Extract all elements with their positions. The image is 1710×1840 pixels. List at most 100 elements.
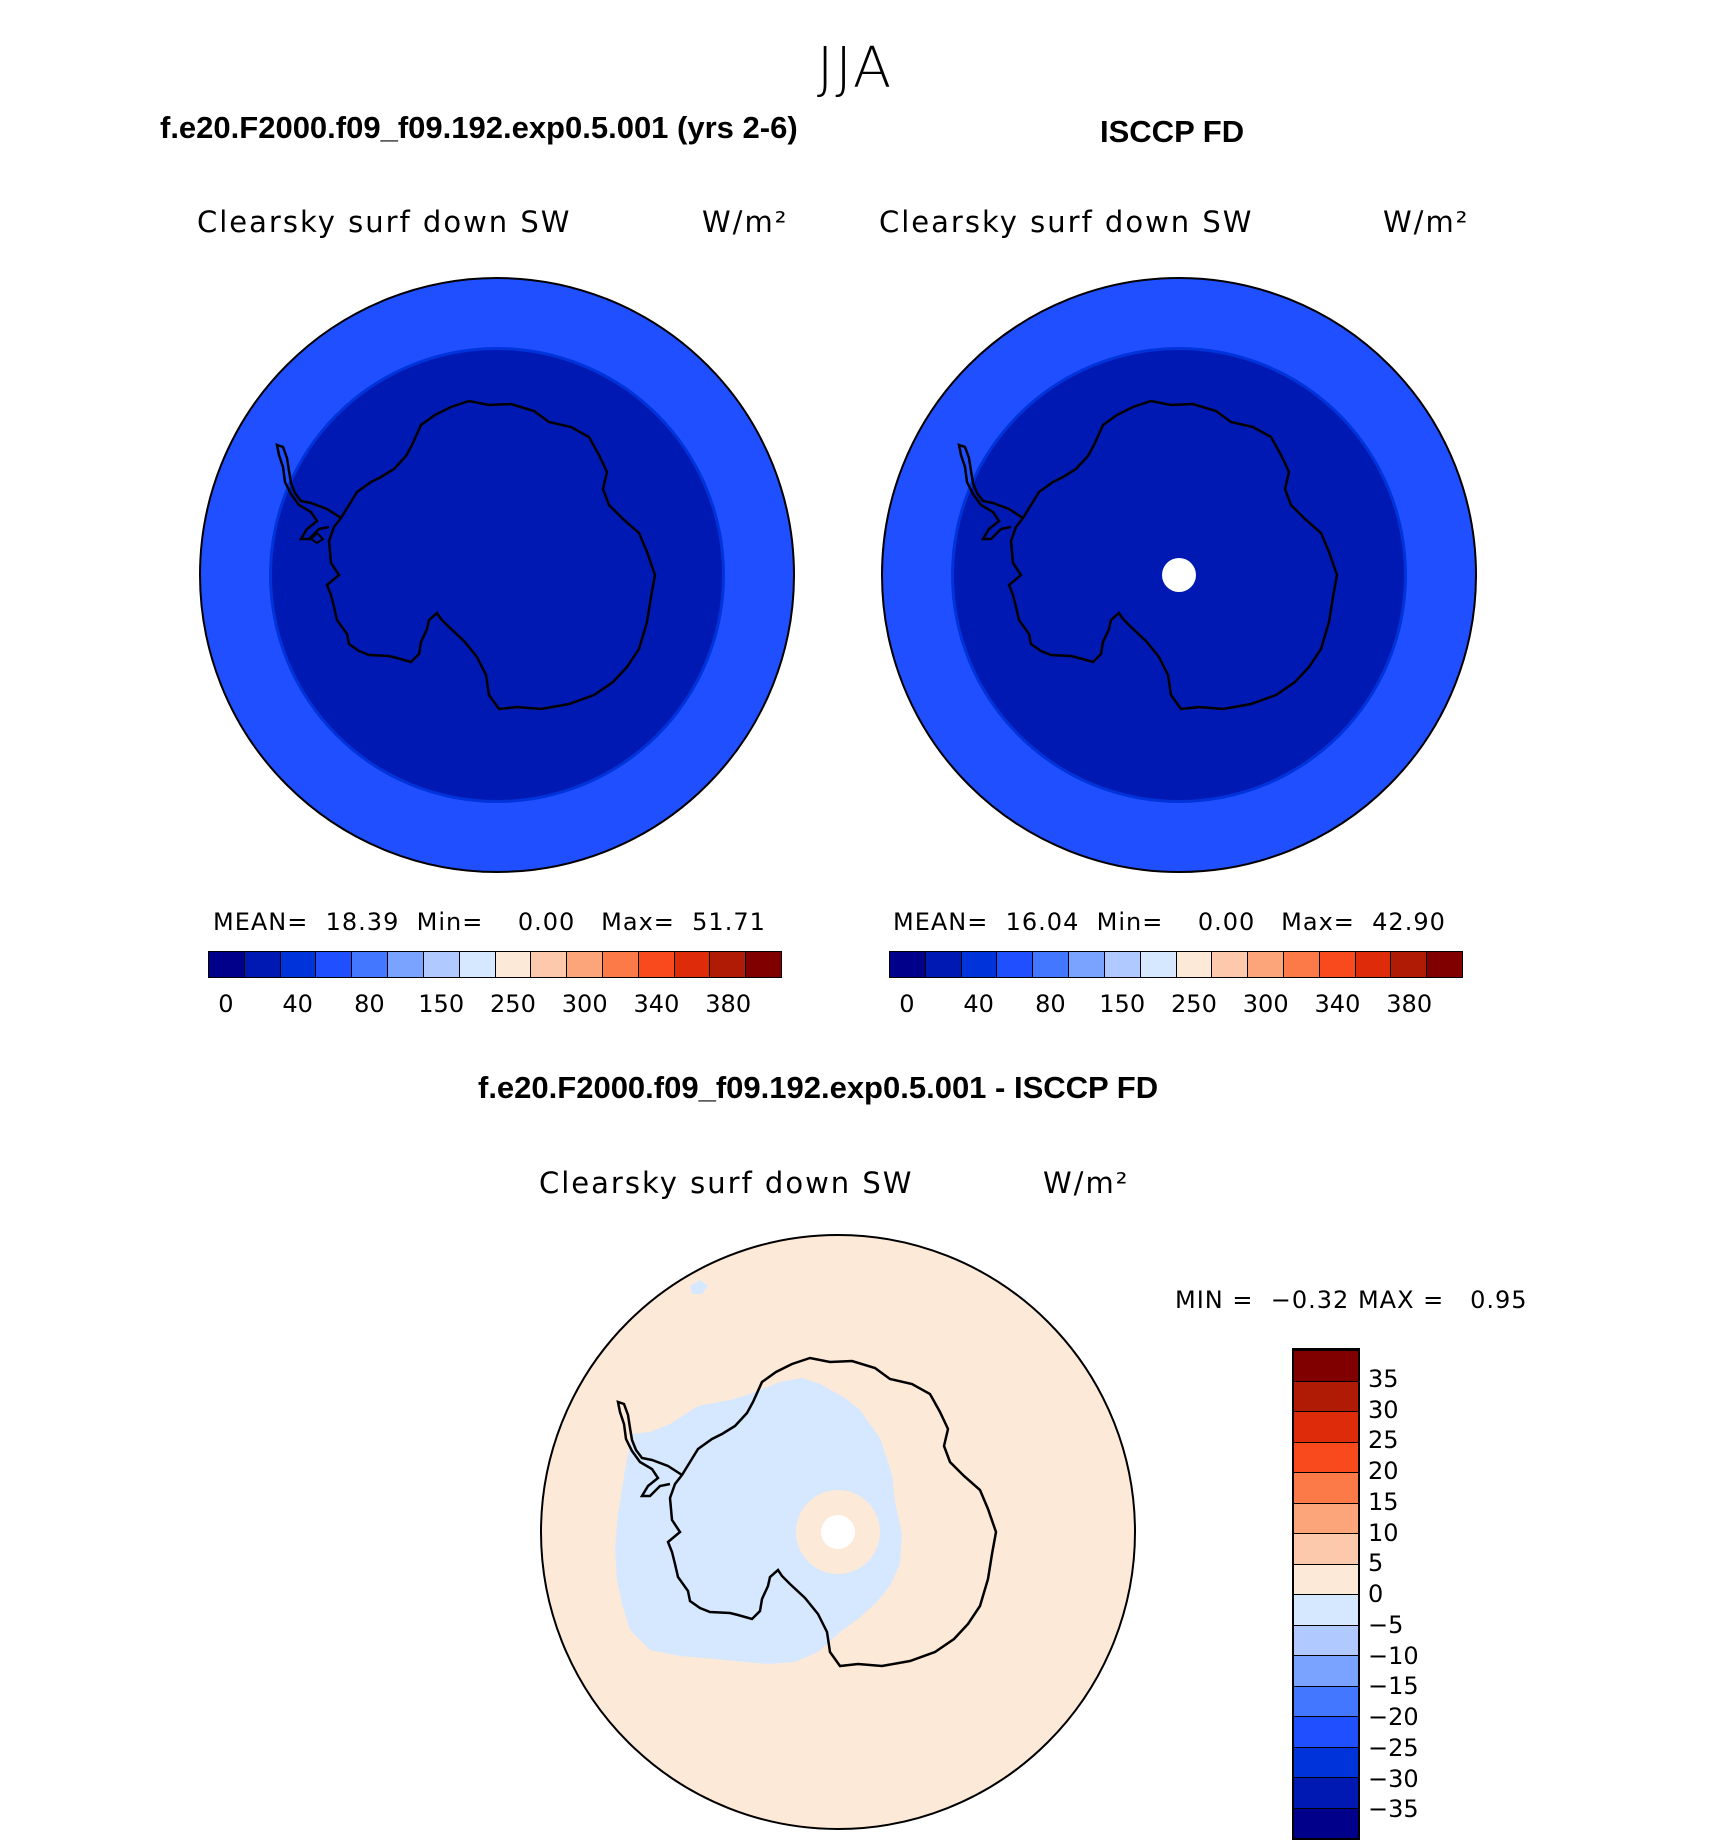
panel-1-colorbar-swatch [280,952,317,977]
panel-3-colorbar-tick-label: −20 [1368,1703,1419,1731]
panel-1-min-value: 0.00 [517,908,576,936]
panel-1-colorbar-ticks: 0 40 80 150 250 300 340 380 [208,990,782,1020]
panel-2-min-label: Min= [1096,908,1164,936]
panel-1-colorbar-swatch [423,952,460,977]
panel-2-colorbar-swatch [1355,952,1392,977]
panel-2-colorbar-swatch [1176,952,1213,977]
panel-3-colorbar [1292,1348,1360,1840]
panel-1-colorbar-swatch [602,952,639,977]
panel-2-colorbar-swatch [1212,952,1249,977]
panel-2-colorbar-swatch [1069,952,1105,977]
panel-3-colorbar-tick-label: 15 [1368,1487,1399,1516]
panel-3-colorbar-tick-label: 5 [1368,1549,1384,1578]
panel-2-missing-data-pole [1162,558,1196,592]
season-title: JJA [816,36,894,101]
panel-3-colorbar-swatch [1294,1624,1358,1655]
panel-3-colorbar-tick-label: −15 [1368,1672,1419,1701]
panel-3-max-label: MAX = [1357,1286,1445,1314]
panel-3-colorbar-swatch [1294,1655,1358,1686]
panel-1-colorbar-tick-label: 380 [705,990,752,1018]
panel-2-colorbar-tick-label: 250 [1171,990,1217,1018]
panel-2-colorbar [889,951,1463,978]
panel-2-peninsula [957,443,1024,541]
panel-2-colorbar-swatch [1283,952,1320,977]
panel-1-map [199,277,795,873]
panel-3-colorbar-tick-label: 20 [1368,1457,1399,1485]
panel-2-colorbar-swatch [1391,952,1428,977]
panel-3-colorbar-swatch [1294,1594,1358,1625]
panel-3-colorbar-swatch [1294,1777,1358,1808]
panel-1-colorbar-tick-label: 300 [561,990,608,1018]
panel-3-colorbar-tick-label: −10 [1368,1641,1419,1670]
panel-1-colorbar-swatch [244,952,281,977]
panel-1-colorbar-tick-label: 80 [354,990,385,1018]
panel-2-colorbar-swatch [1248,952,1284,977]
panel-2-mean-value: 16.04 [1005,908,1080,936]
panel-1-colorbar-swatch [388,952,424,977]
panel-1-min-label: Min= [416,908,484,936]
panel-1-colorbar-swatch [746,952,781,977]
panel-3-colorbar-tick-label: 30 [1368,1395,1399,1424]
panel-2-colorbar-swatch [1319,952,1356,977]
panel-2-min-value: 0.00 [1197,908,1256,936]
panel-2-colorbar-ticks: 0 40 80 150 250 300 340 380 [889,990,1463,1020]
panel-2-colorbar-swatch [925,952,962,977]
panel-2-colorbar-swatch [1104,952,1141,977]
panel-1-colorbar-swatch [674,952,711,977]
panel-2-map [881,277,1477,873]
panel-1-inner-disc [272,350,722,800]
panel-2-colorbar-swatch [997,952,1034,977]
panel-3-colorbar-tick-label: −30 [1368,1764,1419,1793]
panel-3-colorbar-swatch [1294,1502,1358,1533]
panel-2-colorbar-tick-label: 150 [1099,990,1146,1018]
panel-1-colorbar-swatch [531,952,568,977]
panel-3-colorbar-tick-label: −35 [1368,1795,1419,1824]
panel-1-antarctica-coastline [325,399,657,711]
panel-2-variable: Clearsky surf down SW [879,205,1254,239]
panel-3-antarctica-coastline [666,1356,998,1668]
panel-3-colorbar-swatch [1294,1807,1358,1838]
panel-3-title: f.e20.F2000.f09_f09.192.exp0.5.001 - ISC… [478,1070,1159,1105]
panel-3-colorbar-swatch [1294,1533,1358,1564]
panel-2-units: W/m² [1383,205,1470,239]
panel-2-antarctica-coastline [1007,399,1339,711]
panel-1-peninsula [275,443,342,541]
panel-3-colorbar-tick-label: 0 [1368,1580,1384,1608]
panel-2-colorbar-tick-label: 300 [1242,990,1289,1018]
panel-2-colorbar-swatch [961,952,998,977]
panel-1-title: f.e20.F2000.f09_f09.192.exp0.5.001 (yrs … [160,110,798,145]
panel-2-max-label: Max= [1281,908,1355,936]
panel-1-colorbar-swatch [459,952,496,977]
panel-2-colorbar-swatch [1033,952,1070,977]
panel-1-colorbar-swatch [710,952,747,977]
panel-2-colorbar-tick-label: 340 [1314,990,1361,1018]
panel-1-colorbar-tick-label: 40 [282,990,313,1018]
panel-3-missing-data-pole [821,1515,855,1549]
panel-3-colorbar-swatch [1294,1716,1358,1747]
panel-2-title: ISCCP FD [1100,114,1245,149]
panel-3-colorbar-swatch [1294,1380,1358,1411]
panel-2-stats: MEAN= 16.04 Min= 0.00 Max= 42.90 [893,908,1446,936]
panel-3-min-label: MIN = [1175,1286,1254,1314]
panel-1-colorbar-tick-label: 250 [490,990,536,1018]
panel-3-colorbar-tick-label: 35 [1368,1364,1399,1393]
panel-1-colorbar-swatch [638,952,675,977]
panel-3-colorbar-swatch [1294,1746,1358,1777]
panel-1-max-label: Max= [601,908,675,936]
panel-2-max-value: 42.90 [1372,908,1446,936]
panel-1-colorbar-tick-label: 340 [633,990,680,1018]
panel-3-colorbar-tick-label: 25 [1368,1426,1399,1455]
panel-3-stats: MIN = −0.32 MAX = 0.95 [1175,1286,1528,1314]
panel-2-colorbar-swatch [1427,952,1462,977]
panel-1-colorbar-swatch [316,952,353,977]
panel-2-mean-label: MEAN= [893,908,989,936]
panel-1-colorbar-tick-label: 0 [218,990,234,1018]
panel-2-colorbar-swatch [890,952,926,977]
panel-2-colorbar-tick-label: 380 [1386,990,1433,1018]
panel-3-min-value: −0.32 [1270,1286,1350,1314]
panel-1-colorbar-swatch [567,952,603,977]
panel-1-units: W/m² [702,205,789,239]
panel-2-colorbar-tick-label: 0 [899,990,915,1018]
panel-1-max-value: 51.71 [692,908,766,936]
panel-2-colorbar-tick-label: 80 [1035,990,1066,1018]
